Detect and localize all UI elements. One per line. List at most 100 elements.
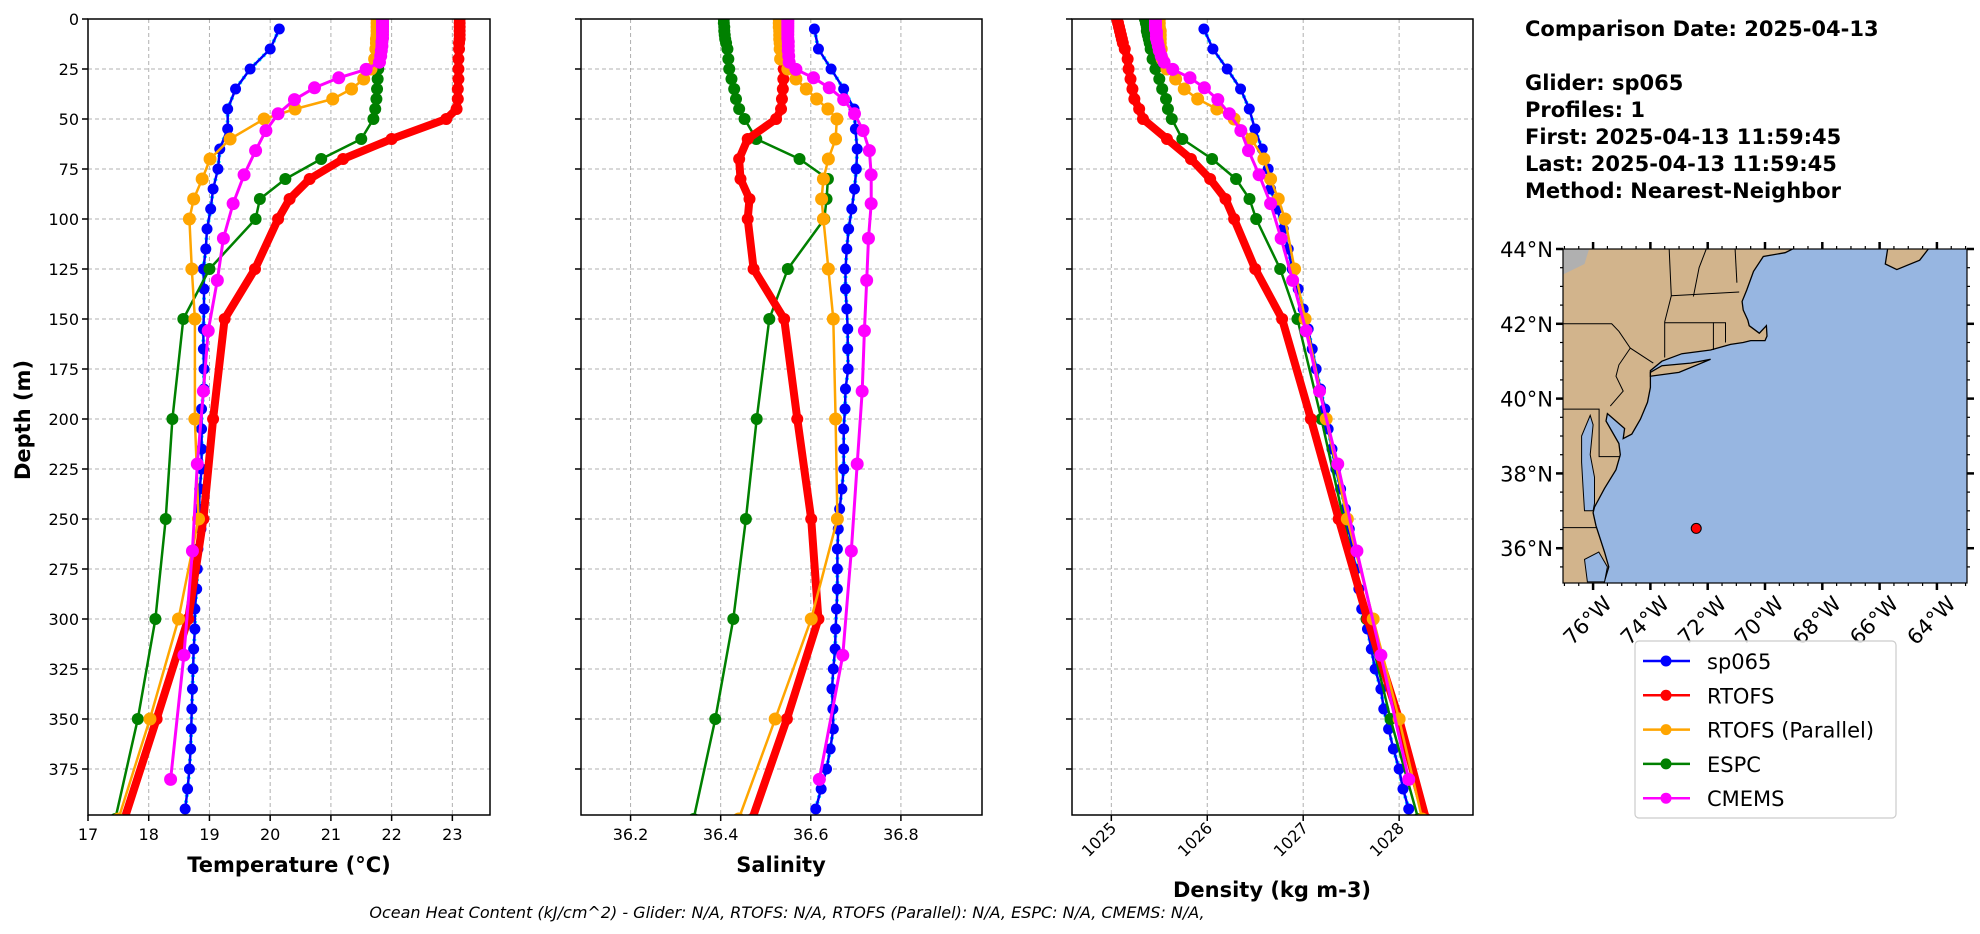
rtofs-density-point [1126,83,1139,95]
temperature-axis-label: Temperature (°C) [187,853,390,877]
temperature-axes-frame [87,18,491,816]
cmems-density-point [1313,384,1327,398]
sp065-salinity-point [839,263,851,275]
sp065-salinity-point [851,143,863,155]
cmems-temperature-line [169,20,384,780]
sp065-salinity-point [836,483,848,495]
state-border [1664,249,1672,358]
y-tick-label: 200 [48,410,79,429]
cmems-density-point [1234,124,1248,138]
cmems-temperature-point [201,324,215,338]
espc-salinity-point [781,263,794,275]
sp065-density-point [1249,123,1261,135]
x-tick-label: 20 [260,825,280,844]
sp065-temperature-point [207,183,219,195]
sp065-temperature-point [187,663,199,675]
espc-temperature-point [177,313,190,325]
density-panel: 1025 1026 1027 1028 [1066,18,1474,861]
sp065-density-point [1198,23,1210,35]
sp065-temperature-point [201,223,213,235]
map-lat-label: 42°N [1500,313,1553,337]
map-lat-label: 40°N [1500,388,1553,412]
cmems-density-point [1242,144,1256,158]
rtofs-parallel-salinity-point [829,132,843,146]
cmems-temperature-point [372,55,386,69]
rtofs-salinity-point [780,713,793,725]
cmems-temperature-point [308,81,322,95]
legend-entry-espc: ESPC [1643,753,1761,777]
legend-label: ESPC [1707,753,1761,777]
rtofs-density-point [1204,173,1217,185]
rtofs-salinity-point [741,213,754,225]
cmems-temperature-point [210,273,224,287]
rtofs-parallel-temperature-point [345,82,359,96]
info-block: Comparison Date: 2025-04-13 Glider: sp06… [1525,17,1879,203]
depth-axis-label: Depth (m) [11,360,35,480]
sp065-temperature-point [186,683,198,695]
rtofs-temperature-point [283,193,296,205]
sp065-salinity-point [842,343,854,355]
legend-marker-swatch [1660,724,1672,736]
cmems-temperature-point [359,62,373,76]
rtofs-salinity-point [743,193,756,205]
salinity-axes-frame [580,18,983,816]
rtofs-density-point [1118,43,1131,55]
map-content [1563,249,1967,583]
cmems-salinity-point [806,71,820,85]
espc-salinity-point [738,113,751,125]
nova-scotia [1884,249,1930,271]
density-axes-frame [1071,18,1474,816]
x-tick-label: 19 [199,825,219,844]
rtofs-density-point [1121,53,1134,65]
rtofs-salinity-point [775,103,788,115]
sp065-temperature-point [185,723,197,735]
sp065-temperature-point [182,783,194,795]
cmems-salinity-point [861,231,875,245]
sp065-salinity-point [808,23,820,35]
rtofs-salinity-point [733,153,746,165]
rtofs-parallel-density-point [1244,132,1258,146]
espc-density-point [1176,133,1189,145]
espc-temperature-point [159,513,172,525]
cmems-density-point [1331,457,1345,471]
sp065-temperature-point [264,43,276,55]
espc-salinity-point [728,83,741,95]
sp065-salinity-point [815,783,827,795]
sp065-salinity-point [838,83,850,95]
cmems-temperature-point [190,457,204,471]
cmems-density-point [1211,93,1225,107]
legend-entry-cmems: CMEMS [1643,787,1785,811]
sp065-salinity-point [812,43,824,55]
rtofs-parallel-salinity-point [826,312,840,326]
rtofs-density-point [1136,113,1149,125]
y-tick-label: 325 [48,660,79,679]
rtofs-temperature-point [452,53,465,65]
sp065-temperature-point [222,103,234,115]
cmems-density-point [1350,544,1364,558]
espc-temperature-point [249,213,262,225]
sp065-temperature-point [273,23,285,35]
espc-temperature-point [355,133,368,145]
cmems-salinity-point [864,197,878,211]
rtofs-parallel-density-point [1257,152,1271,166]
salinity-panel: 36.2 36.4 36.6 36.8 [575,18,983,844]
espc-salinity-point [739,513,752,525]
rtofs-salinity-point [778,313,791,325]
espc-temperature-point [371,83,384,95]
espc-density-point [1230,173,1243,185]
sp065-salinity-point [825,63,837,75]
legend-marker-swatch [1660,655,1672,667]
rtofs-parallel-salinity-point [816,172,830,186]
rtofs-density-point [1160,133,1173,145]
sp065-density-point [1403,803,1415,815]
legend-label: sp065 [1707,650,1771,674]
legend: sp065 RTOFS RTOFS (Parallel) ESPC CMEMS [1634,640,1897,819]
rtofs-density-point [1219,193,1232,205]
y-tick-label: 300 [48,610,79,629]
sp065-temperature-point [188,643,200,655]
rtofs-temperature-point [218,313,231,325]
rtofs-parallel-temperature-line [118,19,379,815]
last-time: Last: 2025-04-13 11:59:45 [1525,152,1837,176]
rtofs-parallel-density-point [1210,102,1224,116]
map-lat-label: 36°N [1500,537,1553,561]
